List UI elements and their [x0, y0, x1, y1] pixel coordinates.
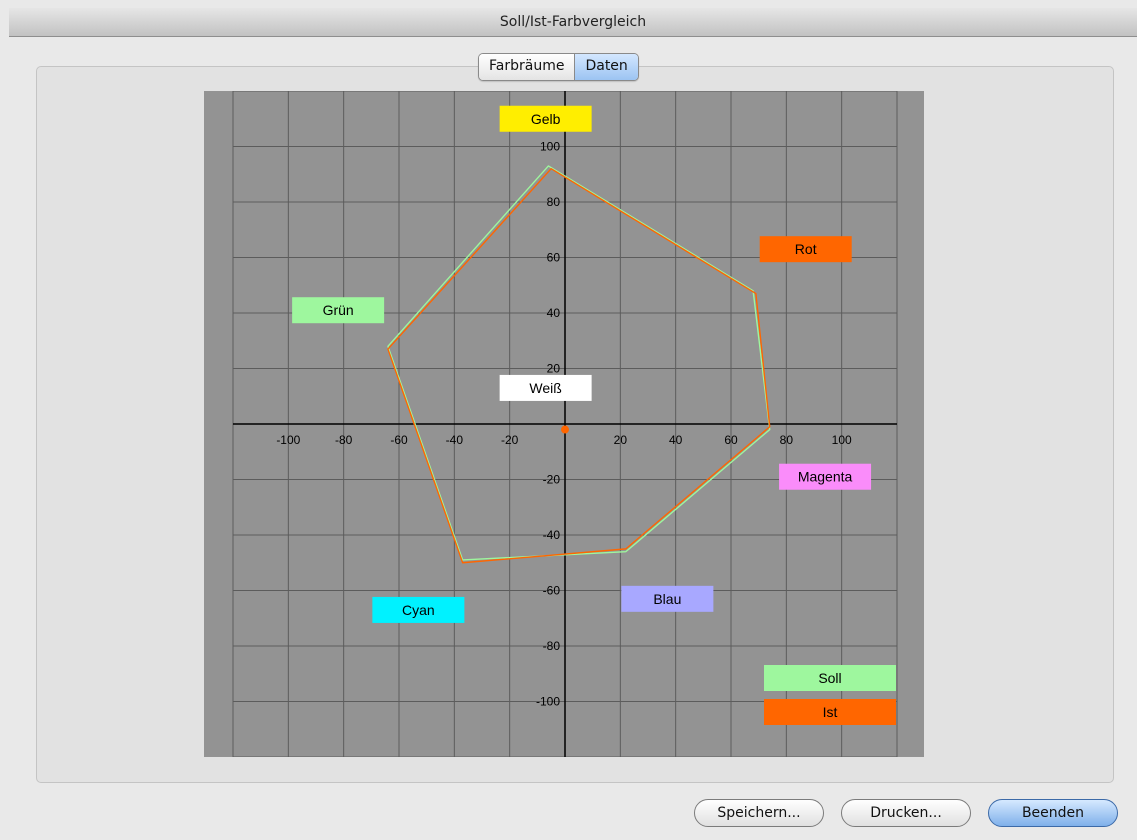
y-tick-label: -20 — [543, 473, 561, 487]
axes — [233, 91, 897, 757]
series-line-ist — [387, 167, 771, 564]
color-label: Blau — [653, 591, 681, 607]
color-label-box — [499, 105, 592, 132]
x-tick-label: -60 — [390, 433, 408, 447]
y-tick-label: -40 — [543, 528, 561, 542]
legend-swatch — [764, 699, 896, 725]
y-tick-label: 20 — [547, 362, 561, 376]
color-label-box — [779, 463, 872, 490]
color-label-box — [759, 236, 852, 263]
color-labels: Gelb Rot Grün Weiß Magenta Blau Cyan — [292, 105, 872, 623]
legend: Soll Ist — [764, 665, 896, 725]
color-label: Cyan — [402, 602, 435, 618]
x-tick-label: 20 — [614, 433, 628, 447]
x-tick-label: -20 — [501, 433, 519, 447]
legend-label: Ist — [823, 704, 838, 720]
print-button[interactable]: Drucken... — [841, 799, 971, 827]
series-line-soll — [387, 165, 771, 561]
color-label: Grün — [323, 302, 354, 318]
x-tick-label: 40 — [669, 433, 683, 447]
x-tick-label: 60 — [724, 433, 738, 447]
x-tick-label: -80 — [335, 433, 353, 447]
x-tick-label: -40 — [446, 433, 464, 447]
color-comparison-chart: -100 -80 -60 -40 -20 20 40 60 80 100 100 80 60 40 20 -2… — [204, 91, 924, 757]
y-tick-label: -100 — [536, 695, 560, 709]
series-lines — [387, 165, 771, 564]
white-point-marker — [561, 425, 569, 434]
color-label-box — [621, 585, 714, 612]
y-tick-label: -80 — [543, 639, 561, 653]
save-button[interactable]: Speichern... — [694, 799, 824, 827]
tab-daten[interactable]: Daten — [574, 54, 638, 80]
tab-farbraeume[interactable]: Farbräume — [479, 54, 575, 80]
view-tabs: Farbräume Daten — [478, 53, 639, 81]
y-tick-label: -60 — [543, 584, 561, 598]
y-tick-label: 100 — [540, 140, 560, 154]
color-label: Magenta — [798, 469, 853, 485]
x-tick-label: -100 — [276, 433, 300, 447]
x-tick-label: 80 — [780, 433, 794, 447]
tick-labels: -100 -80 -60 -40 -20 20 40 60 80 100 100 80 60 40 20 -2… — [276, 140, 852, 709]
color-label-box — [499, 374, 592, 401]
quit-button[interactable]: Beenden — [988, 799, 1118, 827]
color-label-box — [292, 297, 385, 324]
color-label-box — [372, 596, 465, 623]
window-title: Soll/Ist-Farbvergleich — [9, 8, 1137, 37]
y-tick-label: 60 — [547, 251, 561, 265]
color-label: Weiß — [529, 380, 561, 396]
y-tick-label: 80 — [547, 195, 561, 209]
color-label: Gelb — [531, 111, 561, 127]
legend-swatch — [764, 665, 896, 691]
legend-label: Soll — [818, 670, 841, 686]
x-tick-label: 100 — [832, 433, 852, 447]
y-tick-label: 40 — [547, 306, 561, 320]
color-label: Rot — [795, 241, 817, 257]
